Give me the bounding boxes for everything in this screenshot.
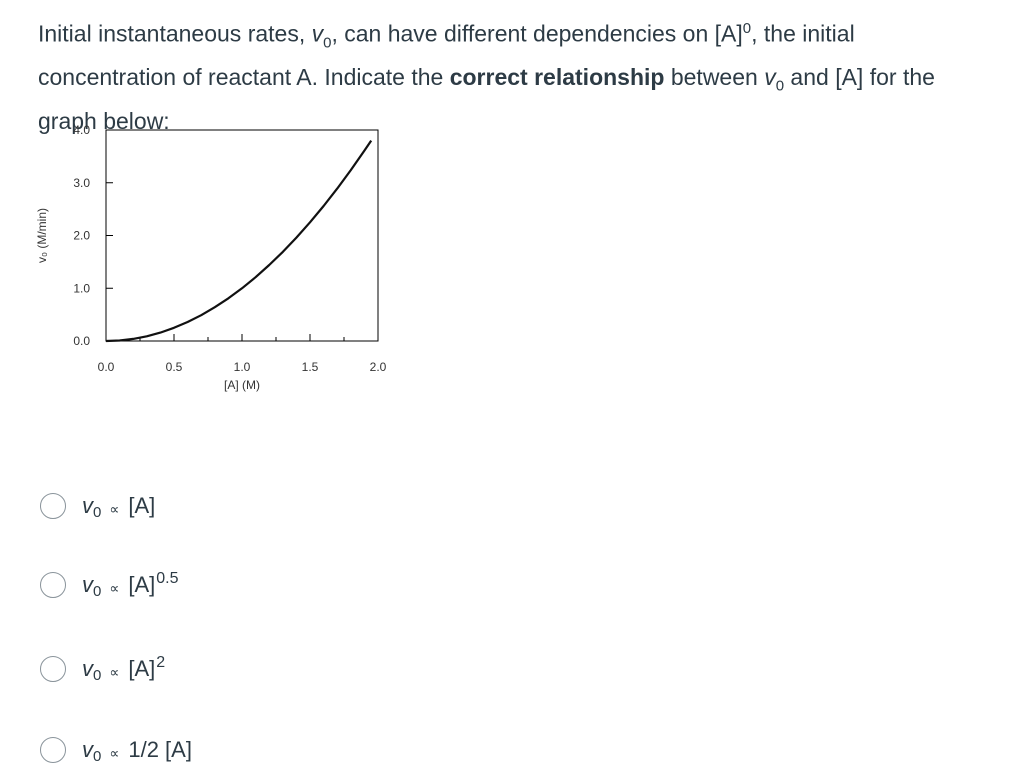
x-tick-label: 0.5 xyxy=(166,360,183,374)
answer-exponent: 2 xyxy=(156,654,166,671)
question-part2: , can have different dependencies on [A] xyxy=(331,20,743,47)
question-text: Initial instantaneous rates, v0, can hav… xyxy=(38,12,998,138)
proportional-icon: ∝ xyxy=(109,745,120,761)
proportional-icon: ∝ xyxy=(109,501,120,517)
answer-v-subscript: 0 xyxy=(93,504,102,521)
radio-button[interactable] xyxy=(40,656,66,682)
question-part3: , the initial concentration of reactant … xyxy=(38,20,855,91)
x-tick-label: 1.5 xyxy=(302,360,319,374)
radio-button[interactable] xyxy=(40,737,66,763)
v-subscript: 0 xyxy=(323,34,332,52)
answer-rhs: [A] xyxy=(128,572,156,597)
answer-option-1[interactable]: v 0 ∝ [A] xyxy=(40,488,440,524)
answer-label: v 0 ∝ [A] 2 xyxy=(82,654,166,684)
x-tick-label: 1.0 xyxy=(234,360,251,374)
question-part5: and [A] for the graph below: xyxy=(38,64,935,134)
plot-frame xyxy=(105,129,379,342)
answer-exponent: 0.5 xyxy=(156,570,179,587)
v-subscript-2: 0 xyxy=(775,77,785,95)
v-symbol-2: v xyxy=(764,64,776,91)
y-tick-label: 4.0 xyxy=(73,123,90,137)
answer-v-symbol: v xyxy=(82,493,93,518)
data-curve xyxy=(105,139,373,343)
v-symbol: v xyxy=(311,20,324,47)
proportional-icon: ∝ xyxy=(109,664,120,680)
radio-button[interactable] xyxy=(40,572,66,598)
answer-v-subscript: 0 xyxy=(93,667,102,684)
rate-graph: 0.0 1.0 2.0 3.0 4.0 0.0 0.5 1.0 1.5 2.0 [A] (M) v₀ … xyxy=(28,116,408,416)
answer-option-3[interactable]: v 0 ∝ [A] 2 xyxy=(40,651,440,687)
question-part4: between xyxy=(664,64,765,91)
y-tick-label: 0.0 xyxy=(73,334,90,348)
y-tick-label: 3.0 xyxy=(73,176,90,190)
answer-rhs: [A] xyxy=(128,493,156,518)
x-tick-label: 2.0 xyxy=(370,360,387,374)
answer-option-4[interactable]: v 0 ∝ 1/2 [A] xyxy=(40,732,440,768)
proportional-icon: ∝ xyxy=(109,580,120,596)
answer-v-symbol: v xyxy=(82,656,93,681)
answer-v-symbol: v xyxy=(82,737,93,762)
y-tick-label: 2.0 xyxy=(73,229,90,243)
answer-option-2[interactable]: v 0 ∝ [A] 0.5 xyxy=(40,567,440,603)
y-tick-label: 1.0 xyxy=(73,281,90,295)
rate-graph-svg: 0.0 1.0 2.0 3.0 4.0 0.0 0.5 1.0 1.5 2.0 [A] (M) v₀ … xyxy=(35,123,387,392)
answer-rhs: [A] xyxy=(128,656,156,681)
question-part1: Initial instantaneous rates, xyxy=(38,20,312,47)
x-axis-label: [A] (M) xyxy=(224,378,260,392)
answer-v-subscript: 0 xyxy=(93,748,102,765)
answer-label: v 0 ∝ [A] xyxy=(82,493,156,521)
question-bold: correct relationship xyxy=(449,64,665,91)
x-tick-label: 0.0 xyxy=(98,360,115,374)
y-axis-label: v₀ (M/min) xyxy=(35,208,49,263)
answer-v-symbol: v xyxy=(82,572,93,597)
a-superscript: 0 xyxy=(742,20,752,37)
answer-label: v 0 ∝ 1/2 [A] xyxy=(82,737,193,765)
answer-v-subscript: 0 xyxy=(93,583,102,600)
radio-button[interactable] xyxy=(40,493,66,519)
answer-label: v 0 ∝ [A] 0.5 xyxy=(82,570,179,600)
answer-rhs: 1/2 [A] xyxy=(128,737,192,762)
